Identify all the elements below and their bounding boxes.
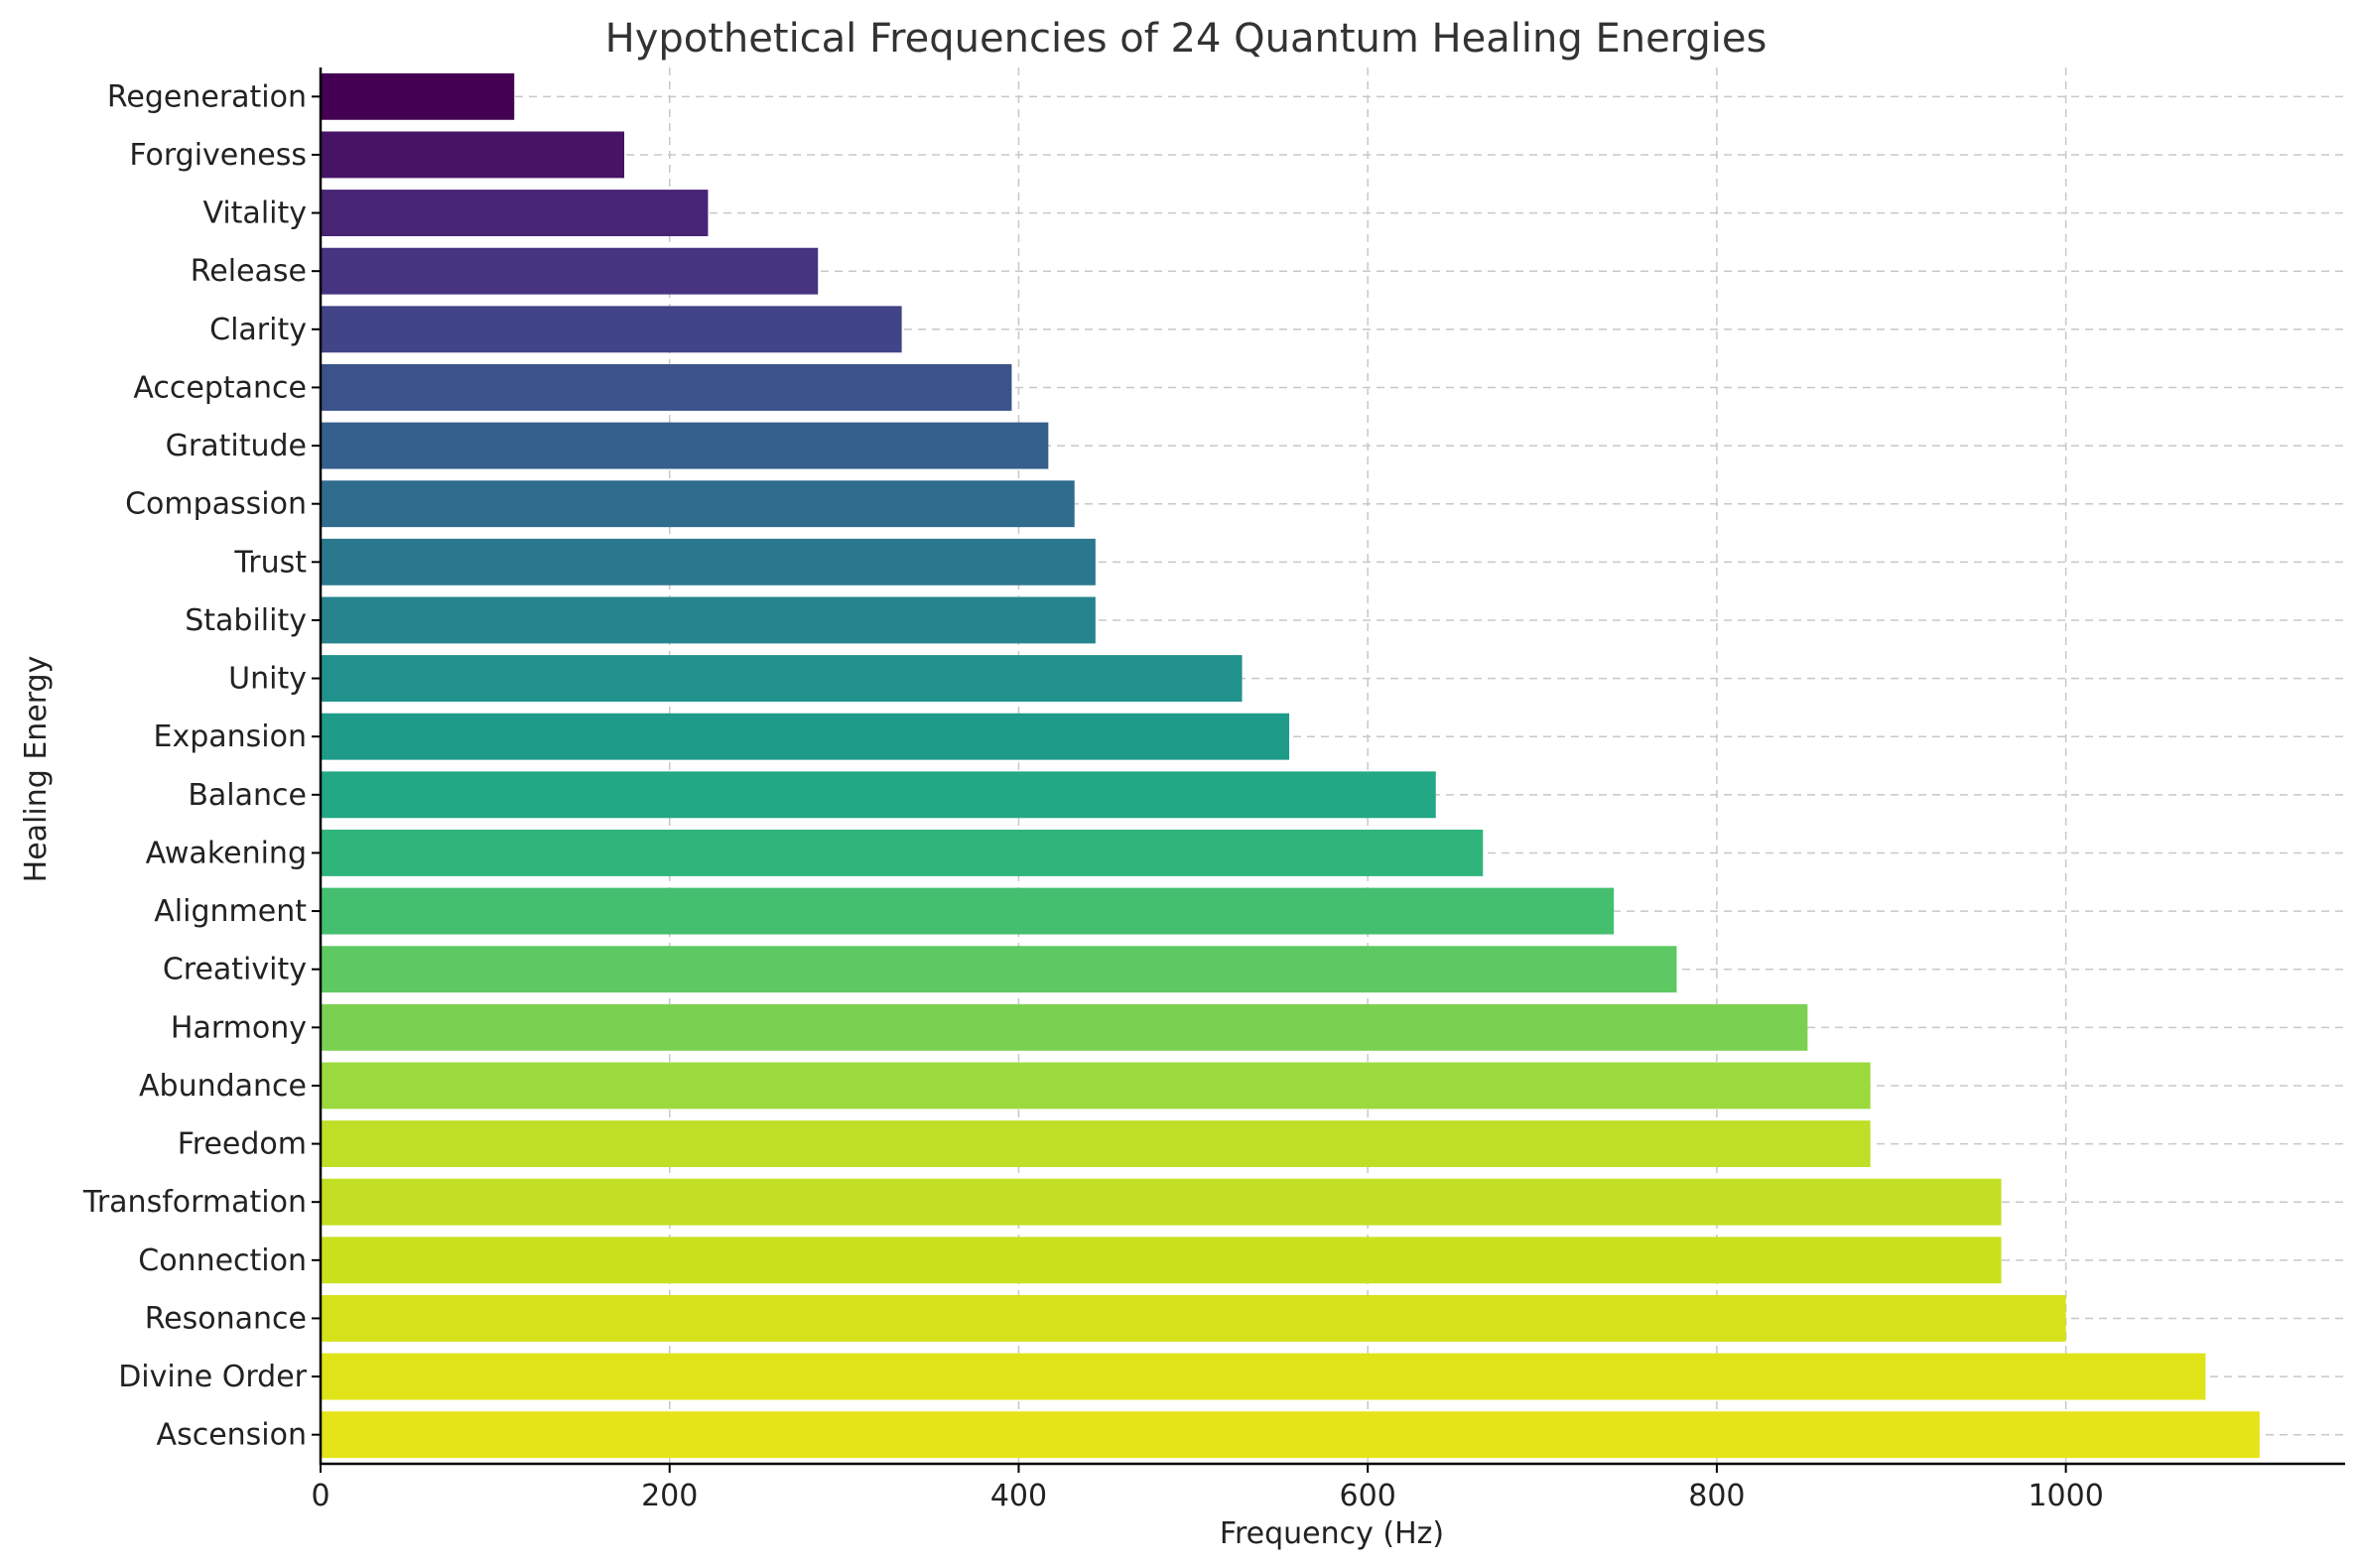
bar-awakening — [321, 829, 1484, 876]
bar-expansion — [321, 713, 1290, 760]
y-tick-label: Regeneration — [107, 79, 307, 114]
y-tick-label: Awakening — [146, 836, 307, 870]
bar-compassion — [321, 480, 1075, 528]
y-tick-label: Unity — [228, 662, 307, 697]
x-tick-label: 0 — [311, 1479, 329, 1513]
y-tick-label: Expansion — [154, 719, 307, 754]
y-axis-label: Healing Energy — [19, 656, 54, 883]
bar-acceptance — [321, 363, 1012, 411]
y-tick-label: Gratitude — [166, 429, 307, 463]
x-tick-label: 1000 — [2028, 1479, 2103, 1513]
y-tick-label: Compassion — [125, 487, 307, 522]
x-axis-label: Frequency (Hz) — [1220, 1516, 1444, 1551]
bar-vitality — [321, 190, 709, 237]
y-tick-label: Stability — [185, 603, 307, 638]
bar-gratitude — [321, 422, 1049, 469]
bar-freedom — [321, 1120, 1871, 1168]
bar-unity — [321, 655, 1243, 703]
bar-abundance — [321, 1062, 1871, 1110]
axis-spines — [319, 67, 2345, 1466]
bar-divine-order — [321, 1353, 2206, 1400]
bar-regeneration — [321, 72, 515, 120]
y-tick-label: Ascension — [157, 1418, 307, 1453]
y-tick-label: Abundance — [139, 1069, 307, 1104]
x-tick-label: 800 — [1688, 1479, 1745, 1513]
x-tick-label: 600 — [1340, 1479, 1396, 1513]
y-tick-label: Transformation — [82, 1185, 307, 1220]
bar-balance — [321, 771, 1436, 819]
bar-release — [321, 247, 819, 295]
bar-creativity — [321, 946, 1677, 993]
y-tick-label: Acceptance — [133, 370, 307, 405]
bar-transformation — [321, 1178, 2002, 1226]
bar-trust — [321, 538, 1096, 586]
bar-connection — [321, 1237, 2002, 1284]
bar-stability — [321, 596, 1096, 644]
y-tick-label: Vitality — [202, 196, 307, 231]
y-tick-label: Connection — [138, 1243, 307, 1278]
y-tick-label: Clarity — [209, 313, 307, 347]
x-tick-label: 400 — [990, 1479, 1047, 1513]
y-tick-label: Harmony — [171, 1010, 307, 1045]
bar-alignment — [321, 887, 1615, 935]
y-tick-labels: Regeneration Forgiveness Vitality Release Cl… — [82, 79, 321, 1453]
y-tick-label: Balance — [188, 778, 307, 813]
y-tick-label: Creativity — [163, 953, 307, 987]
bars — [321, 72, 2260, 1459]
y-tick-label: Resonance — [145, 1301, 307, 1336]
y-tick-label: Freedom — [178, 1127, 307, 1162]
bar-ascension — [321, 1411, 2260, 1459]
bar-harmony — [321, 1003, 1808, 1051]
y-tick-label: Alignment — [154, 894, 307, 929]
y-tick-label: Divine Order — [118, 1360, 307, 1394]
y-tick-label: Trust — [233, 545, 307, 580]
x-tick-labels: 0 200 400 600 800 1000 — [311, 1464, 2104, 1513]
y-tick-label: Forgiveness — [129, 138, 307, 173]
x-tick-label: 200 — [641, 1479, 698, 1513]
bar-resonance — [321, 1294, 2066, 1342]
y-tick-label: Release — [191, 254, 307, 289]
chart-title: Hypothetical Frequencies of 24 Quantum H… — [605, 16, 1768, 62]
bar-forgiveness — [321, 131, 624, 179]
bar-clarity — [321, 306, 902, 353]
